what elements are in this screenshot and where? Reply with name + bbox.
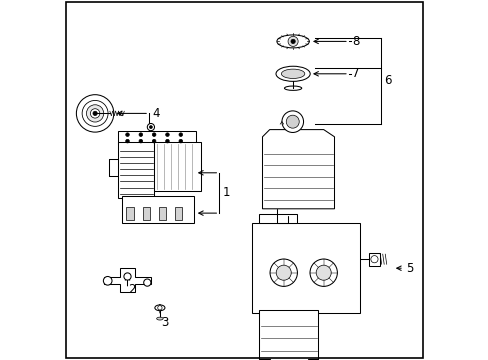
Circle shape <box>179 139 182 143</box>
Circle shape <box>93 111 97 116</box>
Circle shape <box>158 306 162 310</box>
Circle shape <box>276 265 291 280</box>
Text: 8: 8 <box>351 35 358 48</box>
Circle shape <box>152 133 156 136</box>
Bar <box>175 207 182 220</box>
Circle shape <box>309 259 337 287</box>
Circle shape <box>370 256 377 263</box>
Bar <box>153 142 200 191</box>
Text: 4: 4 <box>152 107 160 120</box>
Ellipse shape <box>284 86 301 90</box>
Bar <box>118 142 154 198</box>
Ellipse shape <box>276 35 309 48</box>
Text: 3: 3 <box>161 316 168 329</box>
Circle shape <box>103 276 112 285</box>
Bar <box>126 207 133 220</box>
Circle shape <box>152 139 156 143</box>
Bar <box>307 359 318 360</box>
Circle shape <box>90 109 100 118</box>
Circle shape <box>287 36 298 46</box>
Circle shape <box>125 133 129 136</box>
Text: 5: 5 <box>405 262 412 275</box>
Circle shape <box>165 133 169 136</box>
Circle shape <box>282 111 303 132</box>
Circle shape <box>76 95 114 132</box>
Circle shape <box>316 265 330 280</box>
Circle shape <box>290 39 295 44</box>
Circle shape <box>179 133 182 136</box>
Circle shape <box>165 139 169 143</box>
Bar <box>368 253 380 266</box>
Circle shape <box>123 273 131 280</box>
Circle shape <box>82 100 108 126</box>
Text: 7: 7 <box>351 67 359 80</box>
Ellipse shape <box>275 66 309 81</box>
Circle shape <box>147 123 154 131</box>
Bar <box>142 207 149 220</box>
Bar <box>159 207 166 220</box>
Ellipse shape <box>155 305 164 311</box>
Bar <box>258 214 296 223</box>
Ellipse shape <box>281 69 304 78</box>
Text: 2: 2 <box>128 283 136 296</box>
Circle shape <box>139 133 142 136</box>
Bar <box>122 196 194 223</box>
Circle shape <box>139 139 142 143</box>
Bar <box>258 310 318 360</box>
Text: 1: 1 <box>222 186 229 199</box>
Circle shape <box>125 139 129 143</box>
Ellipse shape <box>156 317 163 320</box>
Polygon shape <box>262 130 334 209</box>
Circle shape <box>149 126 152 129</box>
Bar <box>258 359 269 360</box>
Bar <box>118 131 196 144</box>
Circle shape <box>86 105 103 122</box>
Circle shape <box>285 115 299 128</box>
Circle shape <box>269 259 297 287</box>
Text: 6: 6 <box>384 75 391 87</box>
Polygon shape <box>104 268 151 292</box>
Circle shape <box>143 279 151 286</box>
Bar <box>251 223 359 313</box>
